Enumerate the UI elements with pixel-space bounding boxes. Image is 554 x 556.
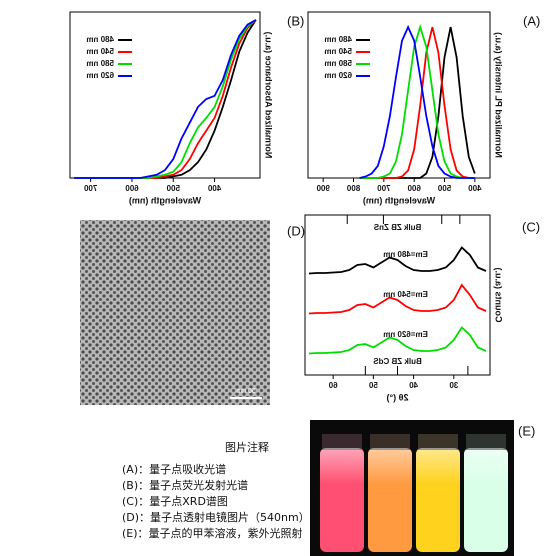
- x-tick-label: 30: [449, 381, 458, 390]
- x-axis-label: 2θ (°): [387, 392, 409, 402]
- panel-label: (D): [287, 223, 305, 238]
- series-line: [359, 26, 475, 179]
- series-line: [74, 19, 257, 179]
- vial: [416, 434, 460, 552]
- x-axis-label: Wavelength (nm): [363, 195, 435, 205]
- vial: [368, 434, 412, 552]
- legend-label: 620 nm: [324, 71, 352, 80]
- x-axis-label: Wavelength (nm): [129, 195, 201, 205]
- panel-label: (B): [287, 13, 304, 28]
- series-line: [308, 326, 487, 355]
- x-tick-label: 600: [407, 184, 421, 193]
- y-axis-label: Normalized PL intensity (a.u.): [494, 32, 504, 158]
- legend-label: 480 nm: [86, 35, 114, 44]
- caption-title: 图片注释: [225, 440, 269, 454]
- caption-line: (E)：量子点的甲苯溶液，紫外光照射: [122, 526, 303, 540]
- x-tick-label: 40: [409, 381, 418, 390]
- legend-label: 480 nm: [324, 35, 352, 44]
- panel-label: (A): [523, 13, 540, 28]
- x-tick-label: 800: [346, 184, 360, 193]
- caption-line: (B)：量子点荧光发射光谱: [122, 478, 248, 492]
- legend-label: 580 nm: [86, 59, 114, 68]
- x-tick-label: 400: [207, 184, 221, 193]
- series-line: [359, 24, 475, 179]
- reference-label: Bulk ZB CdS: [373, 357, 422, 366]
- tem-image: [80, 220, 270, 405]
- x-tick-label: 700: [83, 184, 97, 193]
- x-tick-label: 500: [437, 184, 451, 193]
- series-line: [359, 24, 475, 179]
- curve-label: Em=540 nm: [383, 290, 428, 299]
- series-line: [308, 246, 487, 275]
- x-tick-label: 50: [368, 381, 377, 390]
- mirrored-panels: 400 500 600 700 800 900 Wavelength (nm) Normali…: [69, 11, 504, 405]
- caption-line: (D)：量子点透射电镜图片（540nm）: [122, 510, 310, 524]
- curve-label: Em=620 nm: [383, 330, 428, 339]
- legend-label: 540 nm: [86, 47, 114, 56]
- y-axis-label: Normalized Absorbance (a.u.): [264, 32, 274, 159]
- caption-line: (C)：量子点XRD谱图: [122, 494, 228, 508]
- unmirrored-panels: (A) (B) (C) (D) (E) 图片注释 (A)：量子点吸收光谱 (B)：量子点荧光发…: [122, 13, 540, 556]
- panel-label: (C): [522, 219, 540, 234]
- x-tick-label: 60: [328, 381, 337, 390]
- scale-bar-label: 50 nm: [236, 388, 256, 395]
- vial: [320, 434, 364, 552]
- caption-line: (A)：量子点吸收光谱: [122, 462, 226, 476]
- vial: [464, 434, 508, 552]
- x-tick-label: 500: [166, 184, 180, 193]
- legend-label: 620 nm: [86, 71, 114, 80]
- y-axis-label: Counts (a.u.): [494, 268, 504, 323]
- x-tick-label: 700: [377, 184, 391, 193]
- panel-label: (E): [518, 423, 535, 438]
- x-tick-label: 900: [316, 184, 330, 193]
- reference-label: Bulk ZB ZnS: [373, 223, 421, 232]
- legend-label: 540 nm: [324, 47, 352, 56]
- series-line: [308, 283, 487, 315]
- x-tick-label: 400: [468, 184, 482, 193]
- x-tick-label: 600: [125, 184, 139, 193]
- series-line: [359, 26, 476, 179]
- legend-label: 580 nm: [324, 59, 352, 68]
- curve-label: Em=480 nm: [383, 250, 428, 259]
